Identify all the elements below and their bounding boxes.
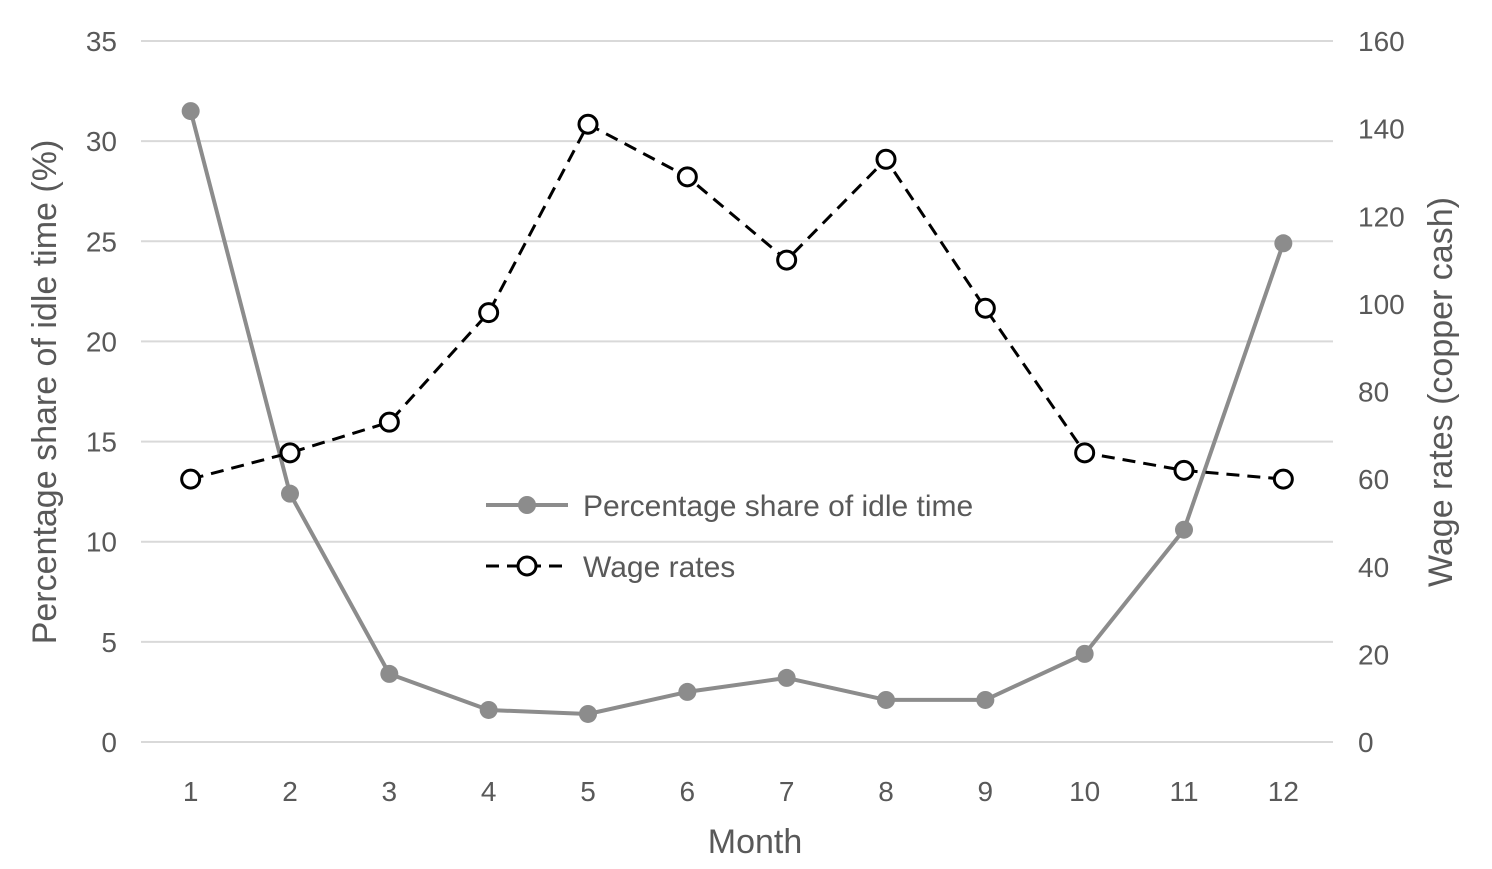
series-layer <box>180 102 1294 723</box>
wage-rates-point <box>1173 459 1195 481</box>
left-tick-label: 20 <box>86 326 117 357</box>
x-tick-label: 11 <box>1169 776 1198 807</box>
x-tick-label: 7 <box>779 776 795 807</box>
wage-rates-point <box>378 411 400 433</box>
wage-rates-point <box>875 148 897 170</box>
legend-marker-idle-time <box>518 496 536 514</box>
x-tick-label: 8 <box>878 776 894 807</box>
idle-time-point <box>479 700 498 719</box>
wage-rates-point <box>974 297 996 319</box>
left-tick-label: 30 <box>86 126 117 157</box>
right-tick-label: 140 <box>1358 114 1405 145</box>
gridlines <box>141 40 1333 743</box>
x-axis-title: Month <box>708 823 803 861</box>
x-tick-label: 5 <box>580 776 596 807</box>
idle-time-point <box>678 682 697 701</box>
idle-time-point <box>1274 234 1293 253</box>
x-tick-label: 3 <box>382 776 398 807</box>
wage-rates-point <box>180 468 202 490</box>
left-axis-ticks: 0 5 10 15 20 25 30 35 <box>86 26 117 758</box>
wage-rates-series-line <box>190 122 1284 481</box>
right-tick-label: 60 <box>1358 464 1389 495</box>
wage-rates-point <box>676 166 698 188</box>
right-tick-label: 160 <box>1358 26 1405 57</box>
wage-rates-point <box>279 442 301 464</box>
legend-item-idle-time: Percentage share of idle time <box>486 490 973 523</box>
left-tick-label: 35 <box>86 26 117 57</box>
right-tick-label: 100 <box>1358 289 1405 320</box>
idle-time-point <box>877 690 895 709</box>
right-tick-label: 80 <box>1358 377 1389 408</box>
legend-label-wage-rates: Wage rates <box>583 551 735 584</box>
legend-label-idle-time: Percentage share of idle time <box>583 490 973 523</box>
idle-time-point <box>579 704 597 723</box>
legend: Percentage share of idle time Wage rates <box>486 490 973 584</box>
x-tick-label: 12 <box>1268 776 1299 807</box>
legend-marker-wage-rates <box>516 555 538 577</box>
wage-rates-point <box>478 302 500 324</box>
x-tick-label: 2 <box>282 776 298 807</box>
wage-rates-point <box>1074 442 1096 464</box>
left-tick-label: 25 <box>86 226 117 257</box>
wage-rates-point <box>577 113 599 135</box>
right-axis-ticks: 0 20 40 60 80 100 120 140 160 <box>1358 26 1405 758</box>
left-tick-label: 15 <box>86 427 117 458</box>
x-tick-label: 6 <box>680 776 696 807</box>
idle-time-series-line <box>188 110 1286 716</box>
left-tick-label: 0 <box>101 727 117 758</box>
wage-rates-point <box>1272 468 1294 490</box>
x-axis-ticks: 1 2 3 4 5 6 7 8 9 10 11 12 <box>183 776 1299 807</box>
right-axis-title: Wage rates (copper cash) <box>1422 197 1460 587</box>
x-tick-label: 1 <box>183 776 199 807</box>
idle-time-point <box>281 484 299 503</box>
right-tick-label: 20 <box>1358 639 1389 670</box>
right-tick-label: 120 <box>1358 201 1405 232</box>
x-tick-label: 4 <box>481 776 497 807</box>
left-tick-label: 5 <box>101 627 117 658</box>
idle-time-point <box>777 668 796 687</box>
idle-time-point <box>976 690 995 709</box>
idle-time-point <box>1075 644 1094 663</box>
wage-rates-point <box>776 249 798 271</box>
x-tick-label: 10 <box>1069 776 1100 807</box>
left-tick-label: 10 <box>86 527 117 558</box>
idle-time-point <box>1175 520 1193 539</box>
left-axis-title: Percentage share of idle time (%) <box>26 140 64 645</box>
idle-time-point <box>181 102 200 121</box>
right-tick-label: 0 <box>1358 727 1374 758</box>
idle-time-point <box>380 664 399 683</box>
right-tick-label: 40 <box>1358 552 1389 583</box>
x-tick-label: 9 <box>978 776 994 807</box>
legend-item-wage-rates: Wage rates <box>486 551 735 584</box>
